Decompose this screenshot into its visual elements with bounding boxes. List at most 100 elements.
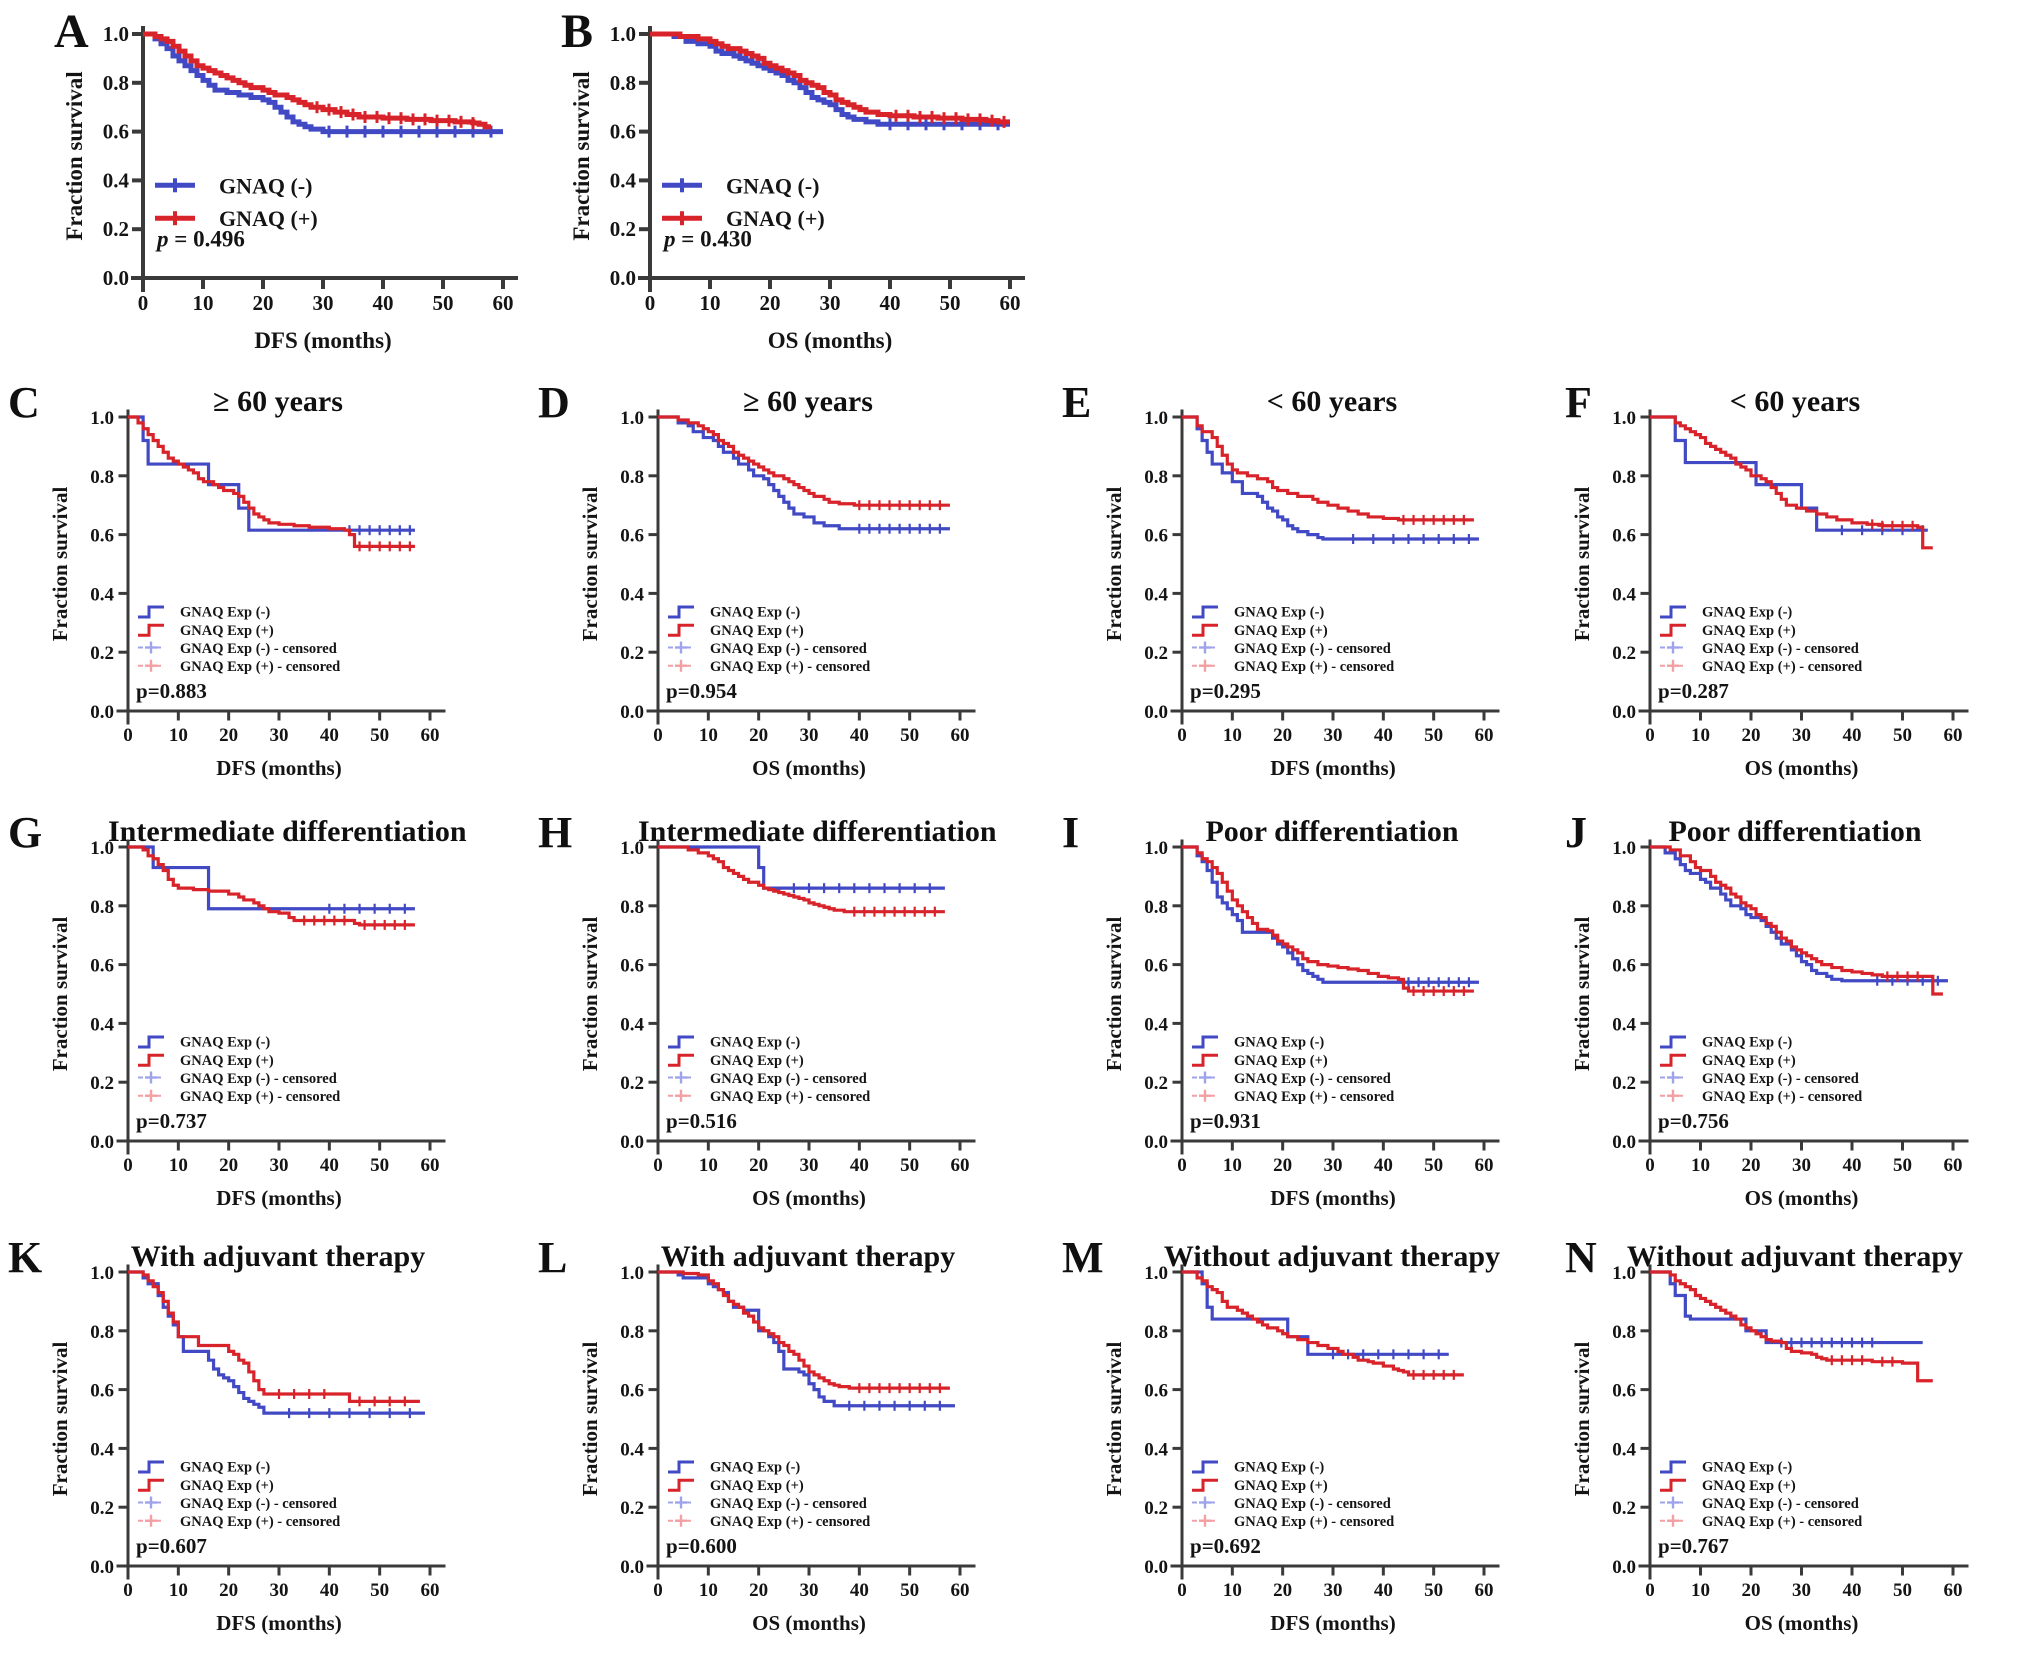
km-plot-M: 0 10 20 30 40 50 60 0.0 0.2 0.4 0.6 0.8 1.0 DFS (mont… bbox=[1102, 1263, 1500, 1635]
x-tick-label: 0 bbox=[1177, 1155, 1187, 1176]
legend-step-swatch bbox=[668, 623, 694, 637]
survival-curve-gnaq-neg bbox=[1650, 415, 1928, 532]
legend-label: GNAQ Exp (+) - censored bbox=[710, 1514, 870, 1530]
legend-label: GNAQ Exp (+) - censored bbox=[710, 1089, 870, 1105]
p-value-label: p = 0.430 bbox=[662, 226, 752, 251]
survival-curve-gnaq-pos bbox=[1650, 845, 1943, 996]
legend-label: GNAQ Exp (-) - censored bbox=[1702, 1071, 1859, 1087]
legend-label: GNAQ Exp (+) - censored bbox=[1702, 1089, 1862, 1105]
legend-step-swatch bbox=[138, 1478, 164, 1492]
x-tick-label: 0 bbox=[1645, 1155, 1655, 1176]
y-tick-label: 0.2 bbox=[610, 217, 636, 241]
y-tick-label: 0.2 bbox=[1612, 1498, 1636, 1519]
axes bbox=[1638, 839, 1969, 1155]
censor-marks-pos bbox=[854, 500, 945, 511]
x-tick-label: 0 bbox=[123, 1580, 133, 1601]
km-plot-D: 0 10 20 30 40 50 60 0.0 0.2 0.4 0.6 0.8 1.0 OS (month… bbox=[578, 408, 976, 780]
x-axis-label: DFS (months) bbox=[216, 756, 341, 780]
legend-label: GNAQ Exp (-) - censored bbox=[180, 641, 337, 657]
y-tick-label: 0.6 bbox=[1612, 1381, 1636, 1402]
x-tick-label: 60 bbox=[1944, 1580, 1963, 1601]
x-tick-label: 50 bbox=[900, 1580, 919, 1601]
legend-label: GNAQ Exp (-) bbox=[1234, 1035, 1324, 1051]
legend-label: GNAQ Exp (+) - censored bbox=[1234, 659, 1394, 675]
censor-marks-pos bbox=[354, 541, 415, 552]
y-tick-label: 1.0 bbox=[90, 1263, 114, 1284]
survival-curve-gnaq-pos bbox=[658, 415, 950, 507]
x-tick-label: 0 bbox=[1645, 725, 1655, 746]
axes bbox=[646, 409, 976, 725]
panel-letter: G bbox=[8, 808, 43, 857]
legend-label: GNAQ Exp (+) bbox=[180, 1053, 274, 1069]
y-tick-label: 0.6 bbox=[90, 526, 114, 547]
y-tick-label: 0.6 bbox=[1612, 956, 1636, 977]
legend-label: GNAQ Exp (-) bbox=[180, 1035, 270, 1051]
censor-marks-pos bbox=[1408, 986, 1469, 997]
x-axis-label: OS (months) bbox=[752, 1611, 866, 1635]
y-tick-label: 1.0 bbox=[620, 838, 644, 859]
survival-curve-gnaq-pos bbox=[1650, 415, 1933, 550]
y-tick-label: 0.0 bbox=[1144, 702, 1168, 723]
legend: GNAQ Exp (-) GNAQ Exp (+) GNAQ Exp (-) - c… bbox=[138, 605, 340, 675]
x-tick-label: 20 bbox=[1742, 1580, 1761, 1601]
x-tick-label: 0 bbox=[138, 291, 149, 315]
y-tick-label: 0.6 bbox=[90, 1381, 114, 1402]
y-tick-label: 0.0 bbox=[620, 1557, 644, 1578]
legend-label: GNAQ Exp (+) bbox=[1234, 623, 1328, 639]
y-tick-label: 0.2 bbox=[620, 643, 644, 664]
y-tick-label: 0.0 bbox=[1144, 1132, 1168, 1153]
legend: GNAQ Exp (-) GNAQ Exp (+) GNAQ Exp (-) - c… bbox=[1192, 1035, 1394, 1105]
legend: GNAQ Exp (-) GNAQ Exp (+) GNAQ Exp (-) - c… bbox=[1660, 1460, 1862, 1530]
x-tick-label: 0 bbox=[1177, 725, 1187, 746]
y-tick-label: 0.8 bbox=[90, 467, 114, 488]
censor-marks-pos bbox=[1826, 1355, 1898, 1367]
panel-letter: J bbox=[1565, 808, 1587, 857]
x-tick-label: 60 bbox=[1475, 725, 1494, 746]
axes bbox=[1638, 409, 1969, 725]
legend-label: GNAQ (-) bbox=[726, 173, 819, 198]
y-tick-label: 0.4 bbox=[103, 168, 130, 192]
x-axis-label: DFS (months) bbox=[1270, 756, 1395, 780]
legend-label: GNAQ Exp (-) - censored bbox=[1702, 1496, 1859, 1512]
survival-curve-gnaq-pos bbox=[128, 845, 415, 927]
y-axis-label: Fraction survival bbox=[1570, 1342, 1594, 1497]
y-tick-label: 0.6 bbox=[1144, 1381, 1168, 1402]
panel-F: F < 60 years 0 10 20 30 40 50 60 0.0 0.2 0.4 0.6 0.… bbox=[1565, 381, 2031, 813]
x-tick-label: 60 bbox=[493, 291, 514, 315]
y-tick-label: 0.2 bbox=[1144, 1073, 1168, 1094]
y-tick-label: 0.6 bbox=[1144, 526, 1168, 547]
legend-step-swatch bbox=[1192, 1478, 1218, 1492]
legend-label: GNAQ Exp (-) - censored bbox=[1234, 641, 1391, 657]
x-tick-label: 10 bbox=[169, 1580, 188, 1601]
x-tick-label: 10 bbox=[1223, 1580, 1242, 1601]
y-tick-label: 1.0 bbox=[1612, 408, 1636, 429]
panel-C: C ≥ 60 years 0 10 20 30 40 50 60 0.0 0.2 0.4 0.6 0.… bbox=[8, 381, 508, 813]
tick-labels: 0 10 20 30 40 50 60 0.0 0.2 0.4 0.6 0.8 1.0 bbox=[620, 838, 969, 1176]
legend: GNAQ Exp (-) GNAQ Exp (+) GNAQ Exp (-) - c… bbox=[1660, 605, 1862, 675]
panel-H: H Intermediate differentiation 0 10 20 30 40… bbox=[538, 811, 1038, 1243]
y-tick-label: 0.8 bbox=[620, 1322, 644, 1343]
legend-label: GNAQ Exp (+) - censored bbox=[710, 659, 870, 675]
y-tick-label: 0.4 bbox=[90, 1439, 114, 1460]
x-tick-label: 30 bbox=[1792, 1155, 1811, 1176]
legend-label: GNAQ Exp (+) - censored bbox=[1702, 1514, 1862, 1530]
x-tick-label: 50 bbox=[1424, 1155, 1443, 1176]
legend-label: GNAQ Exp (+) bbox=[1234, 1478, 1328, 1494]
legend: GNAQ Exp (-) GNAQ Exp (+) GNAQ Exp (-) - c… bbox=[668, 1460, 870, 1530]
survival-curve-gnaq-neg bbox=[1182, 1270, 1449, 1356]
survival-curve-gnaq-pos bbox=[128, 415, 415, 548]
x-tick-label: 60 bbox=[951, 725, 970, 746]
y-tick-label: 0.6 bbox=[1612, 526, 1636, 547]
x-tick-label: 0 bbox=[1177, 1580, 1187, 1601]
y-tick-label: 0.6 bbox=[620, 1381, 644, 1402]
legend-label: GNAQ (-) bbox=[219, 173, 312, 198]
legend-label: GNAQ Exp (+) bbox=[710, 1478, 804, 1494]
y-tick-label: 0.2 bbox=[1144, 1498, 1168, 1519]
x-tick-label: 30 bbox=[1324, 1155, 1343, 1176]
x-tick-label: 20 bbox=[749, 1580, 768, 1601]
legend-label: GNAQ Exp (-) bbox=[1702, 1460, 1792, 1476]
legend-label: GNAQ Exp (-) bbox=[1234, 1460, 1324, 1476]
y-axis-label: Fraction survival bbox=[1570, 487, 1594, 642]
tick-labels: 0 10 20 30 40 50 60 0.0 0.2 0.4 0.6 0.8 1.0 bbox=[1144, 408, 1493, 746]
x-tick-label: 50 bbox=[900, 725, 919, 746]
